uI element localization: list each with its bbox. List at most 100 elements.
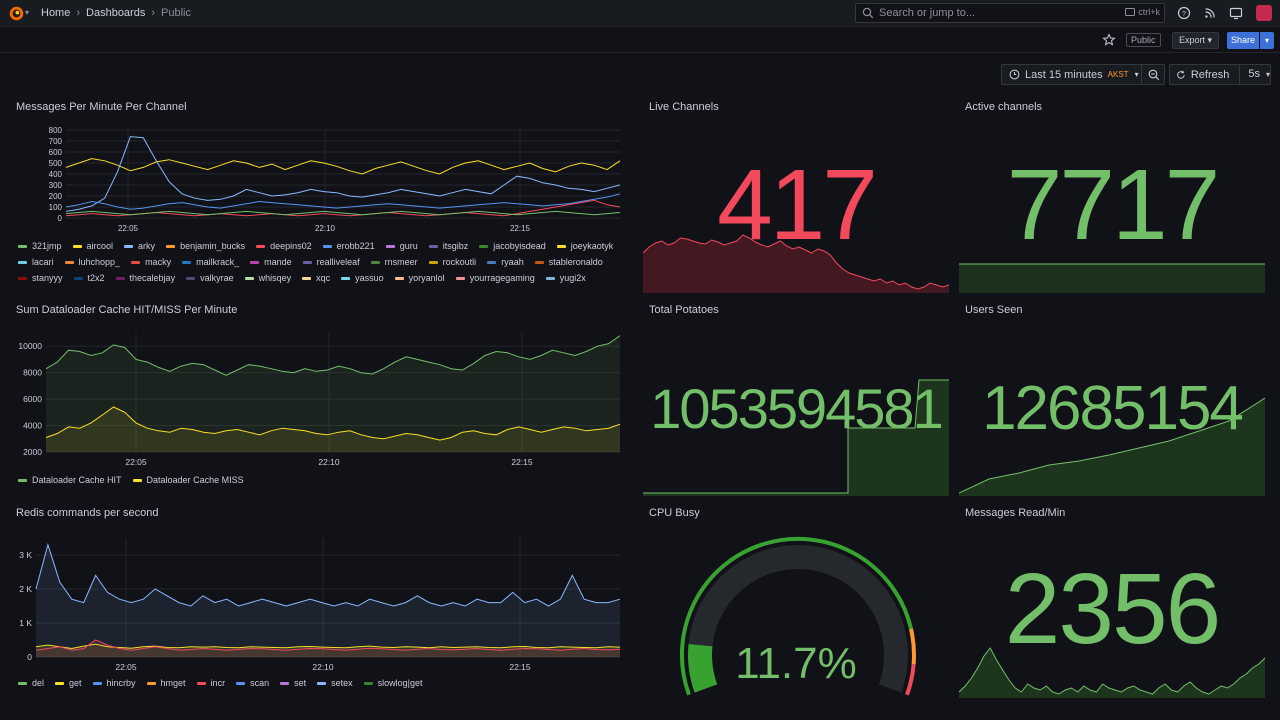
x-tick-label: 22:05 — [118, 224, 139, 233]
legend-item[interactable]: joeykaotyk — [556, 239, 613, 253]
search-input[interactable]: Search or jump to... ctrl+k — [855, 3, 1165, 23]
legend-item[interactable]: valkyrae — [186, 271, 234, 285]
series-line-get[interactable] — [35, 643, 621, 650]
legend-item[interactable]: get — [55, 676, 82, 690]
export-button[interactable]: Export ▾ — [1172, 32, 1220, 49]
legend-item[interactable]: erobb221 — [322, 239, 375, 253]
y-tick-label: 300 — [49, 181, 63, 190]
legend-swatch — [244, 276, 254, 280]
panel-title-messages-read[interactable]: Messages Read/Min — [965, 507, 1066, 519]
legend-item[interactable]: Dataloader Cache HIT — [18, 473, 122, 487]
legend-item[interactable]: benjamin_bucks — [166, 239, 245, 253]
legend-item[interactable]: slowlog|get — [363, 676, 423, 690]
series-line-erobb221[interactable] — [65, 193, 621, 210]
rss-feed-icon[interactable] — [1202, 5, 1218, 21]
refresh-interval-picker[interactable]: 5s — [1239, 64, 1260, 85]
panel-title-messages-per-minute[interactable]: Messages Per Minute Per Channel — [16, 101, 187, 113]
legend-swatch — [302, 276, 312, 280]
legend-item[interactable]: yassuo — [341, 271, 384, 285]
legend-item[interactable]: jacobyisdead — [479, 239, 546, 253]
legend-item[interactable]: yugi2x — [545, 271, 586, 285]
legend-item[interactable]: scan — [236, 676, 269, 690]
share-dropdown-button[interactable]: ▾ — [1260, 32, 1274, 49]
panel-title-active-channels[interactable]: Active channels — [965, 101, 1043, 113]
legend-item[interactable]: stableronaldo — [534, 255, 603, 269]
legend-item[interactable]: hincrby — [92, 676, 136, 690]
keyboard-icon — [1125, 8, 1136, 16]
series-line-setex[interactable] — [35, 543, 621, 607]
panel-title-live-channels[interactable]: Live Channels — [649, 101, 719, 113]
legend-swatch — [182, 260, 192, 264]
refresh-button[interactable]: Refresh 5s ▾ — [1169, 64, 1271, 85]
series-line-Dataloader-Cache-MISS[interactable] — [45, 406, 621, 441]
legend-item[interactable]: hmget — [146, 676, 186, 690]
legend-item[interactable]: itsgibz — [428, 239, 468, 253]
legend-swatch — [72, 244, 82, 248]
series-line-aircool[interactable] — [65, 158, 621, 175]
legend-swatch — [487, 260, 497, 264]
series-line-321jmp[interactable] — [65, 210, 621, 216]
series-line-incr[interactable] — [35, 639, 621, 651]
star-icon[interactable] — [1102, 33, 1116, 47]
legend-item[interactable]: deepins02 — [256, 239, 312, 253]
legend-swatch — [18, 478, 27, 482]
y-tick-label: 200 — [49, 192, 63, 201]
legend-item[interactable]: arky — [124, 239, 155, 253]
legend-item[interactable]: rnsmeer — [370, 255, 418, 269]
panel-title-dataloader[interactable]: Sum Dataloader Cache HIT/MISS Per Minute — [16, 304, 238, 316]
legend-item[interactable]: guru — [385, 239, 418, 253]
legend-item[interactable]: t2x2 — [73, 271, 105, 285]
legend-item[interactable]: macky — [131, 255, 171, 269]
panel-title-users-seen[interactable]: Users Seen — [965, 304, 1023, 316]
grafana-logo-icon[interactable] — [8, 5, 25, 22]
kiosk-mode-icon[interactable] — [1228, 5, 1244, 21]
legend-swatch — [186, 276, 196, 280]
legend-item[interactable]: mailkrack_ — [182, 255, 239, 269]
legend-item[interactable]: set — [280, 676, 306, 690]
legend-item[interactable]: 321jmp — [18, 239, 62, 253]
x-tick-label: 22:10 — [318, 457, 340, 467]
legend-swatch — [545, 276, 555, 280]
user-avatar[interactable] — [1256, 5, 1272, 21]
time-range-picker[interactable]: Last 15 minutes AKST ▾ — [1001, 64, 1165, 85]
legend-item[interactable]: lacari — [18, 255, 54, 269]
legend-item[interactable]: ryaah — [487, 255, 524, 269]
legend-item[interactable]: yoryanlol — [394, 271, 445, 285]
panel-title-cpu-busy[interactable]: CPU Busy — [649, 507, 700, 519]
legend-item[interactable]: thecalebjay — [115, 271, 175, 285]
legend-item[interactable]: setex — [317, 676, 353, 690]
zoom-out-button[interactable] — [1141, 64, 1165, 85]
legend-item[interactable]: realliveleaf — [302, 255, 360, 269]
series-line-arky[interactable] — [65, 136, 621, 212]
legend-item[interactable]: mande — [250, 255, 292, 269]
dataloader-chart[interactable]: 10000 8000 6000 4000 2000 22:05 22:10 22:15 — [8, 325, 624, 475]
breadcrumb-dashboards[interactable]: Dashboards — [86, 7, 146, 19]
breadcrumb-public: Public — [161, 7, 191, 19]
breadcrumb-home[interactable]: Home — [41, 7, 71, 19]
legend-item[interactable]: incr — [196, 676, 225, 690]
legend-item[interactable]: del — [18, 676, 44, 690]
legend-item[interactable]: rockoutli — [428, 255, 476, 269]
legend-item[interactable]: yourragegaming — [455, 271, 535, 285]
chevron-down-icon[interactable]: ▾ — [25, 8, 30, 17]
legend-item[interactable]: aircool — [72, 239, 113, 253]
panel-title-total-potatoes[interactable]: Total Potatoes — [649, 304, 719, 316]
chevron-down-icon: ▾ — [1207, 35, 1213, 45]
legend-item[interactable]: xqc — [302, 271, 330, 285]
legend-swatch — [363, 681, 373, 685]
messages-per-minute-chart[interactable]: 800 700 600 500 400 300 200 100 0 22:05 22:10 22:15 — [8, 120, 624, 238]
help-icon[interactable]: ? — [1176, 5, 1192, 21]
gauge-track — [688, 545, 908, 693]
legend-item[interactable]: Dataloader Cache MISS — [132, 473, 244, 487]
legend-item[interactable]: stanyyy — [18, 271, 63, 285]
panel-title-redis[interactable]: Redis commands per second — [16, 507, 159, 519]
redis-commands-chart[interactable]: 3 K 2 K 1 K 0 22:05 22:10 22:15 — [8, 530, 624, 676]
series-line-Dataloader-Cache-HIT[interactable] — [45, 335, 621, 376]
share-button[interactable]: Share — [1227, 32, 1259, 49]
y-tick-label: 10000 — [18, 341, 42, 351]
legend-label: lacari — [32, 257, 54, 267]
legend-item[interactable]: luhchopp_ — [64, 255, 120, 269]
legend-item[interactable]: whisqey — [244, 271, 291, 285]
sparkline-line — [959, 647, 1265, 695]
legend-label: get — [69, 678, 82, 688]
